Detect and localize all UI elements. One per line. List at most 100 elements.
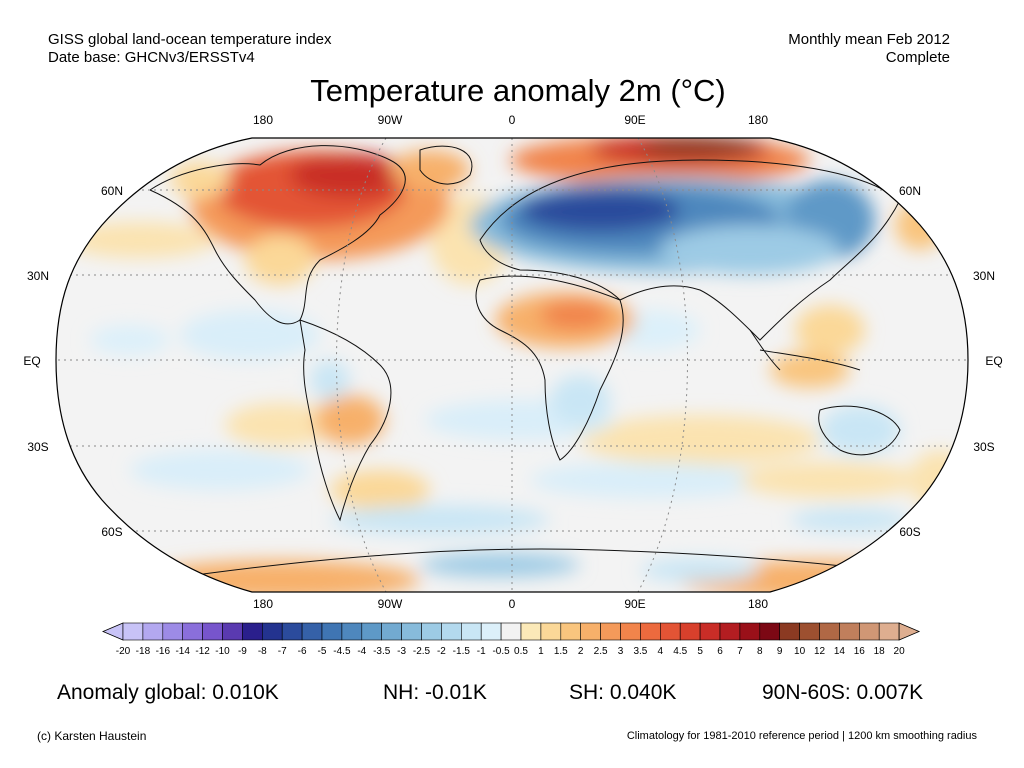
climatology-note: Climatology for 1981-2010 reference peri… (626, 730, 977, 742)
map-title: Temperature anomaly 2m (°C) (310, 73, 726, 108)
colorbar-tick-label: 1.5 (554, 646, 568, 657)
colorbar-swatch (779, 622, 800, 641)
polar-anomaly: 90N-60S: 0.007K (762, 681, 924, 704)
colorbar-swatch (839, 622, 860, 641)
lat-label-right: 30N (973, 269, 995, 283)
lon-label-top: 90E (624, 113, 645, 127)
colorbar-swatch (659, 622, 681, 641)
colorbar-tick-label: 4.5 (673, 646, 687, 657)
colorbar-tick-label: 0.5 (514, 646, 528, 657)
colorbar-swatch (341, 622, 363, 641)
period-label: Monthly mean Feb 2012 (788, 31, 950, 48)
colorbar-tick-label: 6 (717, 646, 723, 657)
colorbar-swatch (480, 622, 502, 641)
colorbar-swatch (858, 622, 880, 641)
colorbar-tick-label: 5 (697, 646, 703, 657)
colorbar-tick-label: -9 (238, 646, 247, 657)
colorbar-tick-label: -2.5 (413, 646, 431, 657)
lat-label-left: 30N (27, 269, 49, 283)
global-anomaly: Anomaly global: 0.010K (57, 681, 279, 704)
colorbar-swatch (540, 622, 562, 641)
colorbar-swatch (699, 622, 721, 641)
colorbar-swatch (719, 622, 741, 641)
colorbar-swatch (202, 622, 223, 641)
nh-anomaly: NH: -0.01K (383, 681, 487, 704)
index-name: GISS global land-ocean temperature index (48, 31, 332, 48)
lon-label-bottom: 180 (253, 597, 273, 611)
colorbar-tick-label: 20 (894, 646, 906, 657)
colorbar-tick-label: 9 (777, 646, 783, 657)
colorbar-tick-label: 12 (814, 646, 826, 657)
credit-text: (c) Karsten Haustein (37, 729, 147, 743)
colorbar-tick-label: 7 (737, 646, 743, 657)
lon-label-bottom: 180 (748, 597, 768, 611)
colorbar-tick-label: -5 (318, 646, 327, 657)
colorbar: -20 -18 -16 -14 -12 -10 -9 -8 -7 -6 -5 -4.5 -4 -3.5 -3… (101, 622, 921, 657)
colorbar-swatch (182, 622, 203, 641)
colorbar-tick-label: 3 (618, 646, 624, 657)
lat-label-right: 60N (899, 184, 921, 198)
colorbar-swatch (162, 622, 184, 641)
colorbar-swatch (122, 622, 144, 641)
colorbar-tick-label: -3.5 (373, 646, 391, 657)
colorbar-swatch (222, 622, 243, 641)
colorbar-tick-label: -6 (298, 646, 307, 657)
map-labels: 180 90W 0 90E 180 180 90W 0 90E 180 60N … (23, 113, 1002, 611)
colorbar-tick-label: 3.5 (633, 646, 647, 657)
colorbar-tick-label: 18 (874, 646, 886, 657)
colorbar-swatch (560, 622, 581, 641)
colorbar-swatch (759, 622, 780, 641)
lat-label-right: 60S (899, 525, 920, 539)
colorbar-swatch (739, 622, 761, 641)
colorbar-swatch (401, 622, 422, 641)
colorbar-tick-label: -2 (437, 646, 446, 657)
colorbar-swatch (460, 622, 482, 641)
colorbar-tick-label: -4 (357, 646, 366, 657)
colorbar-swatch (301, 622, 323, 641)
lon-label-top: 90W (378, 113, 403, 127)
colorbar-swatch (600, 622, 621, 641)
colorbar-swatch (421, 622, 442, 641)
header-right: Monthly mean Feb 2012 Complete (788, 31, 950, 67)
colorbar-tick-label: -3 (397, 646, 406, 657)
colorbar-tick-label: 8 (757, 646, 763, 657)
colorbar-tick-label: -0.5 (492, 646, 510, 657)
colorbar-swatch (441, 622, 462, 641)
lat-label-left: 60S (101, 525, 122, 539)
colorbar-swatch (242, 622, 263, 641)
colorbar-tick-label: 2.5 (594, 646, 608, 657)
lat-label-left: EQ (23, 354, 40, 368)
lat-label-left: 60N (101, 184, 123, 198)
lat-label-right: EQ (985, 354, 1002, 368)
colorbar-tick-label: 16 (854, 646, 866, 657)
colorbar-swatch (679, 622, 701, 641)
map-title-wrap: Temperature anomaly 2m (°C) (0, 73, 1024, 109)
anomaly-field (65, 138, 968, 592)
colorbar-swatch (799, 622, 820, 641)
sh-anomaly: SH: 0.040K (569, 681, 677, 704)
colorbar-max-arrow (898, 622, 921, 641)
colorbar-tick-label: -7 (278, 646, 287, 657)
data-base: Date base: GHCNv3/ERSSTv4 (48, 49, 255, 66)
graticule (56, 138, 968, 592)
colorbar-swatch (878, 622, 900, 641)
colorbar-swatch (361, 622, 382, 641)
colorbar-swatch (142, 622, 164, 641)
colorbar-swatch (261, 622, 283, 641)
colorbar-tick-label: -4.5 (333, 646, 351, 657)
colorbar-tick-label: -20 (116, 646, 131, 657)
colorbar-swatch (520, 622, 542, 641)
lon-label-bottom: 90E (624, 597, 645, 611)
colorbar-tick-label: -10 (215, 646, 230, 657)
colorbar-swatch (381, 622, 402, 641)
colorbar-min-arrow (101, 622, 124, 641)
lon-label-bottom: 90W (378, 597, 403, 611)
colorbar-swatch (819, 622, 840, 641)
colorbar-tick-label: -18 (136, 646, 151, 657)
lon-label-top: 180 (253, 113, 273, 127)
colorbar-swatch (500, 622, 522, 641)
colorbar-tick-label: -16 (156, 646, 171, 657)
lon-label-bottom: 0 (509, 597, 516, 611)
lat-label-right: 30S (973, 440, 994, 454)
